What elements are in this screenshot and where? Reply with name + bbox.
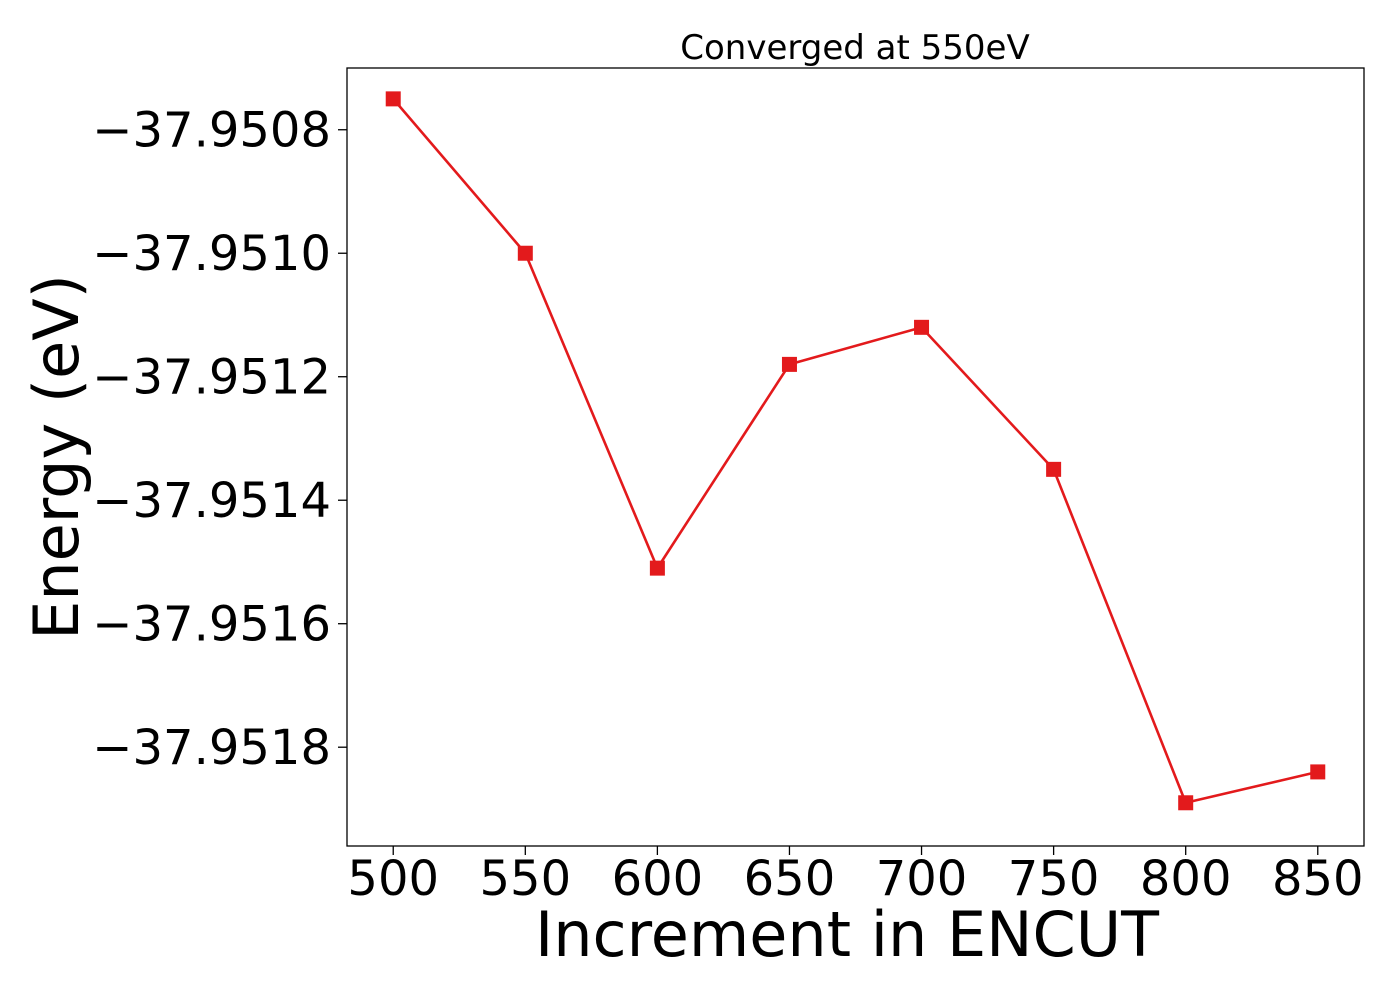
- axes-frame: [346, 67, 1365, 847]
- chart-title: Converged at 550eV: [680, 28, 1029, 68]
- data-point-marker: [385, 91, 401, 107]
- series-line: [392, 98, 1319, 805]
- data-point-marker: [914, 319, 930, 335]
- y-tick-label: −37.9516: [92, 597, 331, 653]
- x-tick-label: 500: [347, 851, 439, 907]
- y-tick-label: −37.9510: [92, 226, 331, 282]
- y-tick-label: −37.9512: [92, 350, 331, 406]
- x-axis-title: Increment in ENCUT: [535, 898, 1160, 971]
- x-tick-label: 750: [1008, 851, 1100, 907]
- series-layer: [385, 91, 1326, 811]
- x-axis-ticks: 500 550 600 650 700 750 800 850: [347, 846, 1364, 907]
- x-tick-label: 650: [744, 851, 836, 907]
- y-axis-ticks: −37.9508 −37.9510 −37.9512 −37.9514 −37.9516…: [92, 103, 347, 776]
- y-tick-label: −37.9518: [92, 720, 331, 776]
- x-tick-label: 800: [1140, 851, 1232, 907]
- x-tick-label: 700: [876, 851, 968, 907]
- y-tick-label: −37.9508: [92, 103, 331, 159]
- data-point-marker: [649, 560, 665, 576]
- data-point-marker: [781, 356, 797, 372]
- data-point-marker: [517, 245, 533, 261]
- x-tick-label: 850: [1272, 851, 1364, 907]
- data-point-marker: [1046, 461, 1062, 477]
- x-tick-label: 550: [479, 851, 571, 907]
- y-tick-label: −37.9514: [92, 473, 331, 529]
- y-axis-title: Energy (eV): [20, 274, 93, 640]
- data-point-marker: [1178, 795, 1194, 811]
- plot-area-frame: [346, 67, 1365, 847]
- x-tick-label: 600: [612, 851, 704, 907]
- data-point-marker: [1310, 764, 1326, 780]
